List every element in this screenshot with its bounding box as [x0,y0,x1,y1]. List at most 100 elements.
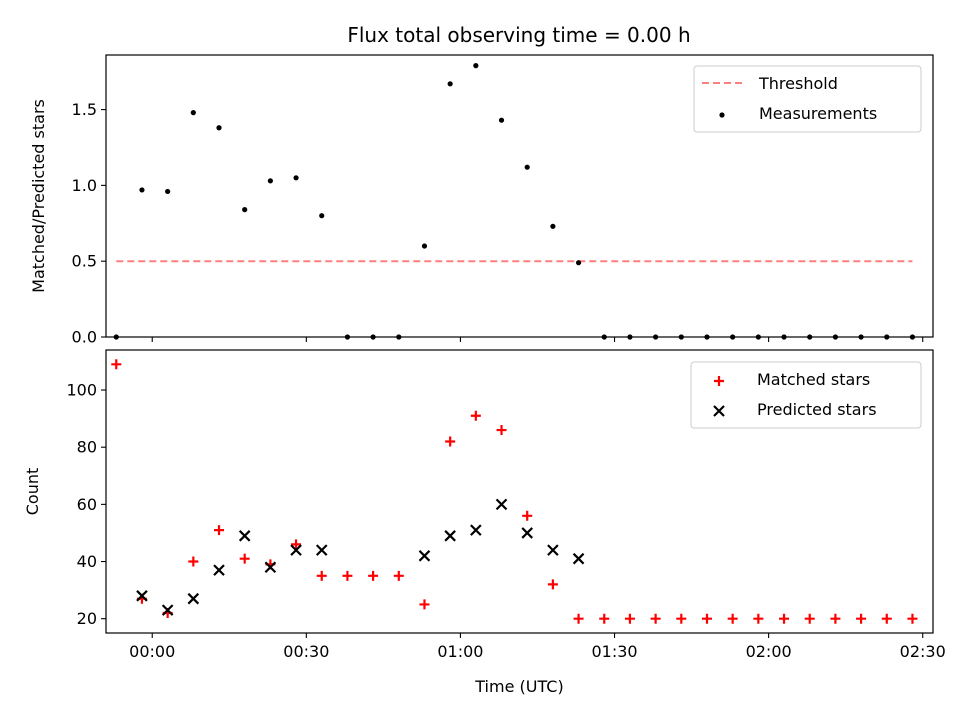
y-axis-label: Matched/Predicted stars [29,99,48,293]
data-point [830,613,841,624]
data-point [445,436,456,447]
legend-swatch [713,405,725,417]
data-point [572,552,585,565]
data-point [161,604,174,616]
legend-label: Threshold [758,74,838,93]
y-tick-label: 1.0 [72,176,97,195]
data-point [239,553,250,564]
series-measurements [113,63,916,340]
data-point [242,207,248,213]
axes-frame [105,349,934,634]
data-point [419,599,430,610]
data-point [650,613,661,624]
y-axis-label: Count [23,468,42,516]
data-point [496,425,507,436]
data-point [524,164,530,170]
data-point [370,334,376,340]
y-tick-label: 20 [77,609,97,628]
bottom-panel: 00:00 00:30 01:00 01:30 02:00 02:30 20 40 60 80 10… [23,349,946,696]
data-point [291,539,302,550]
data-point [111,359,122,370]
data-point [858,334,864,340]
data-point [393,570,404,581]
data-point [238,530,251,542]
legend-box [693,65,922,133]
data-point [444,530,456,542]
data-point [599,613,610,624]
data-point [676,613,687,624]
data-point [470,524,482,536]
data-point [779,613,790,624]
data-point [832,334,839,340]
data-point [165,188,171,195]
data-point [316,570,327,581]
data-point [264,561,277,574]
data-point [188,556,199,567]
data-point [701,613,712,624]
data-point [907,613,918,624]
legend-label: Measurements [759,104,877,123]
data-point [315,544,328,556]
data-point [884,334,890,340]
data-point [781,334,787,340]
data-point [678,334,684,340]
axes-frame [105,54,934,338]
data-point [495,498,508,511]
data-point [396,334,402,340]
legend: Threshold Measurements [693,65,922,133]
series-predicted-stars [136,498,585,616]
legend: Matched stars Predicted stars [690,361,922,429]
data-point [136,590,148,602]
data-point [190,110,196,116]
data-point [727,613,738,624]
data-point [214,525,225,536]
data-point [473,63,479,69]
data-point [755,334,761,340]
x-tick-label: 02:30 [900,642,946,661]
y-tick-label: 1.5 [72,100,97,119]
data-point [447,81,453,87]
data-point [804,613,815,624]
data-point [418,550,431,562]
data-point [730,334,736,340]
data-point [753,613,764,624]
x-tick-label: 00:00 [129,642,175,661]
data-point [547,579,558,590]
data-point [856,613,867,624]
data-point [421,243,428,249]
data-point [113,334,119,340]
data-point [344,334,351,340]
data-point [293,175,299,181]
data-point [547,544,559,556]
legend-label: Predicted stars [757,400,877,419]
y-tick-label: 100 [66,381,97,400]
legend-label: Matched stars [757,370,870,389]
series-matched-stars [111,359,918,624]
data-point [342,570,353,581]
data-point [573,613,584,624]
y-tick-label: 0.0 [72,328,97,347]
y-tick-label: 0.5 [72,252,97,271]
y-tick-label: 60 [77,495,97,514]
data-point [368,570,379,581]
data-point [498,117,505,123]
chart-title: Flux total observing time = 0.00 h [347,23,690,47]
data-point [624,613,635,624]
legend-box [690,361,922,429]
data-point [909,334,916,340]
x-tick-label: 01:00 [437,642,483,661]
data-point [653,334,659,340]
data-point [881,613,892,624]
data-point [267,178,273,184]
x-tick-label: 01:30 [591,642,637,661]
data-point [216,125,222,131]
data-point [470,410,481,421]
data-point [213,564,225,576]
x-axis-label: Time (UTC) [474,677,563,696]
data-point [575,260,582,266]
x-tick-label: 00:30 [283,642,329,661]
data-point [550,223,556,229]
data-point [521,527,533,539]
